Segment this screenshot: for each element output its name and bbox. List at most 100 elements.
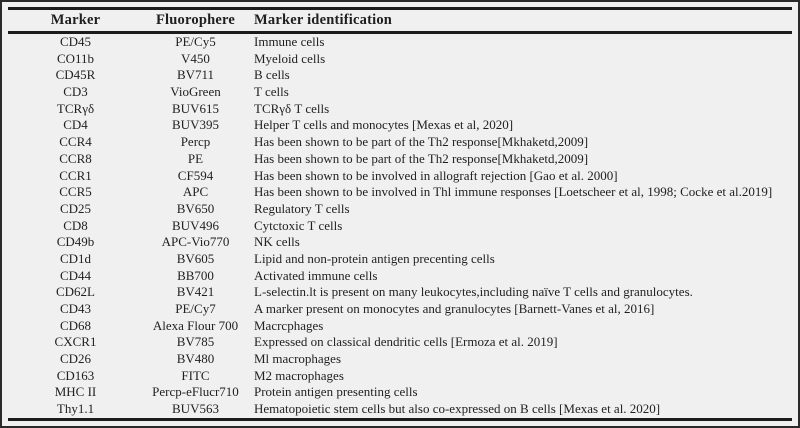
cell-fluorophore: BV785 (176, 334, 215, 350)
table-row: CD68 Alexa Flour 700 Macrcphages (8, 318, 792, 335)
cell-marker: CD26 (59, 351, 92, 367)
cell-marker: CD43 (59, 301, 92, 316)
cell-marker: CD3 (63, 84, 88, 100)
table-row: Thy1.1 BUV563 Hematopoietic stem cells b… (8, 401, 792, 418)
table-row: CD44 BB700 Activated immune cells (8, 268, 792, 285)
cell-marker: CD68 (59, 317, 92, 333)
column-header-fluorophere: Fluorophere (156, 12, 235, 28)
table-row: CD26 BV480 Ml macrophages (8, 351, 792, 368)
table-row: CD62L BV421 L-selectin.lt is present on … (8, 284, 792, 301)
table-row: CCR1 CF594 Has been shown to be involved… (8, 168, 792, 185)
table-row: CD4 BUV395 Helper T cells and monocytes … (8, 117, 792, 134)
table-row: CD3 VioGreen T cells (8, 84, 792, 101)
cell-marker: CCR1 (59, 167, 92, 183)
cell-fluorophore: BV605 (176, 250, 215, 266)
table-row: CD45 PE/Cy5 Immune cells (8, 34, 792, 51)
cell-identification: Expressed on classical dendritic cells [… (254, 334, 558, 350)
cell-fluorophore: BUV563 (172, 401, 219, 417)
cell-identification: T cells (254, 84, 289, 100)
cell-marker: CCR5 (59, 184, 92, 200)
cell-identification: Has been shown to be involved in allogra… (254, 167, 618, 183)
table-top-rule (8, 7, 792, 10)
cell-fluorophore: BV421 (176, 284, 215, 300)
cell-fluorophore: BB700 (177, 267, 214, 283)
cell-fluorophore: Percp (180, 134, 211, 150)
cell-fluorophore: BV711 (176, 67, 215, 83)
table-body: CD45 PE/Cy5 Immune cells CO11b V450 Myel… (8, 34, 792, 418)
cell-marker: CD163 (56, 367, 95, 383)
table-row: CD8 BUV496 Cytctoxic T cells (8, 218, 792, 235)
table-row: CD43 PE/Cy7 A marker present on monocyte… (8, 301, 792, 318)
table-row: CD49b APC-Vio770 NK cells (8, 234, 792, 251)
cell-fluorophore: PE (187, 150, 204, 166)
cell-identification: Myeloid cells (254, 50, 326, 66)
cell-identification: Hematopoietic stem cells but also co-exp… (254, 401, 661, 417)
cell-identification: Cytctoxic T cells (254, 217, 343, 233)
cell-marker: CD44 (59, 267, 92, 283)
cell-fluorophore: APC (182, 184, 209, 200)
cell-fluorophore: FITC (181, 367, 210, 383)
cell-marker: MHC II (54, 384, 97, 400)
cell-marker: CO11b (56, 50, 95, 66)
column-header-marker: Marker (50, 12, 101, 28)
cell-fluorophore: BUV615 (172, 100, 219, 116)
cell-fluorophore: V450 (181, 50, 210, 66)
cell-marker: CCR4 (59, 134, 92, 150)
table-row: CD25 BV650 Regulatory T cells (8, 201, 792, 218)
cell-fluorophore: Percp-eFlucr710 (152, 384, 239, 400)
cell-identification: Regulatory T cells (254, 200, 350, 216)
cell-fluorophore: BUV395 (172, 117, 219, 133)
cell-marker: CCR8 (59, 150, 92, 166)
cell-marker: CD45R (55, 67, 96, 83)
cell-fluorophore: PE/Cy5 (175, 34, 216, 49)
table-row: CD1d BV605 Lipid and non-protein antigen… (8, 251, 792, 268)
table-row: CCR4 Percp Has been shown to be part of … (8, 134, 792, 151)
cell-fluorophore: BV650 (176, 200, 215, 216)
table-row: CCR8 PE Has been shown to be part of the… (8, 151, 792, 168)
cell-marker: TCRγδ (56, 100, 95, 116)
cell-identification: B cells (254, 67, 290, 83)
cell-fluorophore: CF594 (177, 167, 214, 183)
cell-identification: M2 macrophages (254, 367, 344, 383)
table-row: CO11b V450 Myeloid cells (8, 51, 792, 68)
cell-identification: TCRγδ T cells (254, 100, 330, 116)
header-underline-rule (8, 31, 792, 34)
cell-identification: A marker present on monocytes and granul… (254, 301, 655, 316)
cell-marker: CD49b (56, 234, 95, 250)
cell-fluorophore: Alexa Flour 700 (152, 317, 239, 333)
cell-fluorophore: PE/Cy7 (175, 301, 216, 316)
cell-identification: NK cells (254, 234, 300, 250)
table-row: CXCR1 BV785 Expressed on classical dendr… (8, 334, 792, 351)
table-row: CD45R BV711 B cells (8, 67, 792, 84)
cell-identification: Immune cells (254, 34, 325, 49)
cell-identification: Has been shown to be part of the Th2 res… (254, 134, 589, 150)
cell-fluorophore: BUV496 (172, 217, 219, 233)
cell-marker: CD1d (59, 250, 92, 266)
column-header-marker-identification: Marker identification (254, 12, 393, 28)
cell-fluorophore: APC-Vio770 (161, 234, 230, 250)
cell-fluorophore: BV480 (176, 351, 215, 367)
cell-identification: Macrcphages (254, 317, 324, 333)
cell-marker: CD8 (63, 217, 88, 233)
cell-marker: CD4 (63, 117, 88, 133)
cell-identification: Ml macrophages (254, 351, 342, 367)
cell-identification: Activated immune cells (254, 267, 378, 283)
cell-fluorophore: VioGreen (170, 84, 221, 100)
cell-identification: Has been shown to be part of the Th2 res… (254, 150, 589, 166)
table-row: TCRγδ BUV615 TCRγδ T cells (8, 101, 792, 118)
cell-identification: L-selectin.lt is present on many leukocy… (254, 284, 693, 300)
cell-marker: Thy1.1 (56, 401, 95, 417)
cell-identification: Has been shown to be involved in Thl imm… (254, 184, 773, 200)
cell-identification: Protein antigen presenting cells (254, 384, 418, 400)
table-header-row: Marker Fluorophere Marker identification (8, 10, 792, 31)
table-row: CD163 FITC M2 macrophages (8, 368, 792, 385)
cell-marker: CD45 (59, 34, 92, 49)
cell-identification: Helper T cells and monocytes [Mexas et a… (254, 117, 514, 133)
table-row: MHC II Percp-eFlucr710 Protein antigen p… (8, 384, 792, 401)
cell-marker: CD62L (56, 284, 95, 300)
table-bottom-rule (8, 417, 792, 421)
cell-identification: Lipid and non-protein antigen precenting… (254, 250, 495, 266)
cell-marker: CD25 (59, 200, 92, 216)
cell-marker: CXCR1 (54, 334, 97, 350)
